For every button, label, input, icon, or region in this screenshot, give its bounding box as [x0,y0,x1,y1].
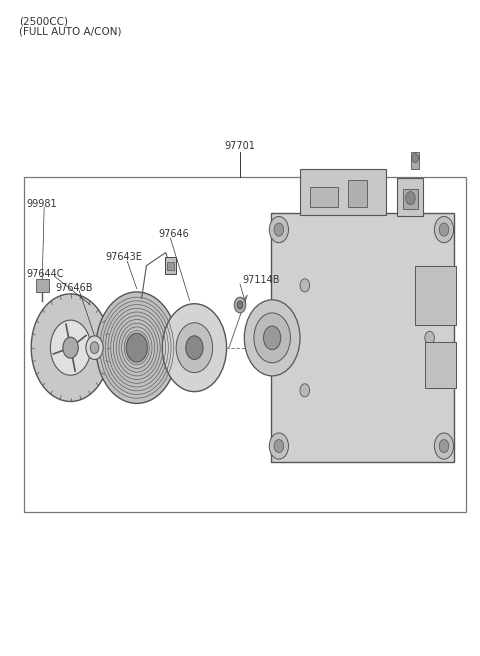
Circle shape [254,313,290,363]
Circle shape [86,336,103,359]
Text: 97114B: 97114B [242,276,280,285]
Circle shape [90,342,99,354]
Bar [397,178,423,216]
Bar [24,177,466,512]
Circle shape [274,440,284,453]
Circle shape [31,294,110,401]
Text: 97701: 97701 [225,141,255,151]
Text: (2500CC): (2500CC) [19,16,68,26]
Bar [411,152,419,169]
Circle shape [176,323,213,373]
Circle shape [234,297,246,313]
Bar [403,189,418,209]
Bar [167,262,174,270]
Circle shape [412,154,419,163]
Bar [36,279,49,292]
Circle shape [269,216,288,243]
Circle shape [300,279,310,292]
Circle shape [237,301,243,309]
Circle shape [63,337,78,358]
Circle shape [186,336,203,359]
Circle shape [439,223,449,236]
Text: 97646: 97646 [158,230,189,239]
Circle shape [300,384,310,397]
Text: 97644C: 97644C [26,270,64,279]
Circle shape [50,320,91,375]
Circle shape [269,433,288,459]
Text: 97646B: 97646B [55,283,93,293]
Circle shape [434,216,454,243]
Bar [271,213,454,462]
Bar [348,180,367,207]
Bar [425,342,456,388]
Circle shape [439,440,449,453]
Text: (FULL AUTO A/CON): (FULL AUTO A/CON) [19,26,122,36]
Bar [415,266,456,325]
Circle shape [274,223,284,236]
Circle shape [162,304,227,392]
Circle shape [406,192,415,205]
Bar [300,169,386,215]
Text: 97643E: 97643E [106,253,143,262]
Circle shape [96,292,178,403]
Circle shape [264,326,281,350]
Text: 99981: 99981 [26,199,57,209]
Bar [165,257,176,274]
Circle shape [126,333,147,362]
Bar [310,187,338,207]
Circle shape [434,433,454,459]
Circle shape [425,331,434,344]
Circle shape [244,300,300,376]
